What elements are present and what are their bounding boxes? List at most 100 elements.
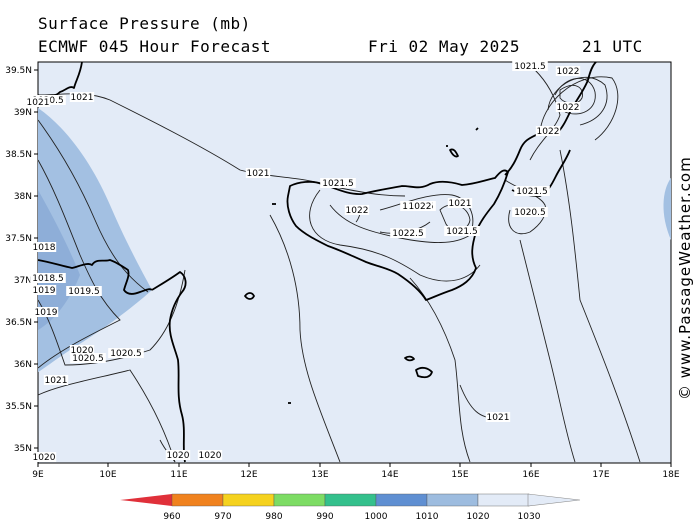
legend-swatch [222,493,275,507]
isobar-label: 1020 [199,451,222,461]
lat-label: 37N [14,276,32,286]
isobar-label: 1022 [346,206,369,216]
isobar-label-background [43,375,69,385]
isobar-label: 1021 [71,93,94,103]
isobar-label-background [245,168,271,178]
lon-label: 17E [592,470,609,480]
isobar-label-background [30,273,66,283]
isobar-label: 1021 [27,98,50,108]
lon-label: 13E [311,470,328,480]
isobar-label: 1019 [33,286,56,296]
lon-label: 10E [99,470,116,480]
isobar-label: 1019 [35,308,58,318]
map-title: Surface Pressure (mb) [38,14,251,33]
legend-swatch [477,493,530,507]
isobar-label: 1022 [537,127,560,137]
lat-label: 37.5N [5,234,32,244]
lon-label: 11E [170,470,187,480]
isobar-label-background [407,201,433,211]
forecast-time: 21 UTC [582,37,643,56]
lon-label: 9E [32,470,44,480]
legend-low-arrow [120,494,172,506]
isobar-label-background [447,198,473,208]
isobar-label: 1021.5 [516,187,548,197]
isobar-label-background [444,226,480,236]
isobar-label-background [514,186,550,196]
axis-ticks [34,69,672,467]
isobar-label: 1021 [45,376,68,386]
isobar-label: 1020.5 [514,208,546,218]
isobar-label-background [31,452,57,462]
legend-value-label: 1020 [467,512,490,522]
isobar-label-background [69,92,95,102]
isobar-label-background [555,102,581,112]
isobar-label-background [555,66,581,76]
isobar-label: 1020 [167,451,190,461]
legend-value-label: 1030 [518,512,541,522]
legend-swatch [273,493,326,507]
legend-value-label: 990 [316,512,333,522]
legend-swatch [426,493,479,507]
isobar-label: 1021.5 [322,179,354,189]
isobar-label-background [390,228,426,238]
isobar-label: 1021 [449,199,472,209]
isobar-label: 1020 [33,453,56,463]
isobar-label: 1022 [409,202,432,212]
isobar-label: 1020.5 [72,354,104,364]
lon-label: 18E [662,470,679,480]
legend-swatches [171,493,530,507]
lat-label: 35.5N [5,402,32,412]
isobar-labels: 1021.5 1022 1021 1020.5 1021 1021.5 1022 1022.5… [25,61,581,463]
isobar-label-background [25,97,51,107]
isobar-label-background [512,61,548,71]
credit-container: © www.PassageWeather.com [676,156,700,424]
isobar-label: 1021.5 [514,62,546,72]
isobar-label: 1022 [557,67,580,77]
isobar-label: 1022.5 [392,229,424,239]
isobar-label-background [69,345,95,355]
isobar-label-background [512,207,548,217]
isobar-label-background [31,242,57,252]
lat-label: 36N [14,360,32,370]
legend-value-label: 960 [163,512,180,522]
isobar-label-background [31,285,57,295]
map-frame [37,61,672,464]
longitude-labels: 9E 10E 11E 12E 13E 14E 15E 16E 17E 18E [32,470,680,480]
isobar-label-background [33,307,59,317]
lat-label: 35N [14,444,32,454]
lat-label: 39.5N [5,66,32,76]
legend-value-label: 1000 [365,512,388,522]
isobar-label-background [535,126,561,136]
isobar-label: 1020.5 [110,349,142,359]
lon-label: 16E [522,470,539,480]
isobar-label: 1019.5 [68,287,100,297]
lon-label: 12E [240,470,257,480]
legend-value-label: 970 [214,512,231,522]
east-edge-shading [663,178,671,240]
isobar-label-background [165,450,191,460]
forecast-date: Fri 02 May 2025 [368,37,520,56]
isobar-label: 1021.5 [446,227,478,237]
legend-labels: 960 970 980 990 1000 1010 1020 1030 [163,512,540,522]
isobar-label-background [320,178,356,188]
isobar-label: 1021 [487,413,510,423]
legend-value-label: 1010 [416,512,439,522]
legend-high-arrow [527,493,581,507]
legend: 960 970 980 990 1000 1010 1020 1030 [120,493,581,522]
isobar-label-background [70,353,106,363]
isobar-label-background [197,450,223,460]
isobar-label-background [66,286,102,296]
lat-label: 39N [14,108,32,118]
isobar-label: 1018 [33,243,56,253]
lon-label: 14E [381,470,398,480]
isobar-label: 1021 [247,169,270,179]
legend-value-label: 980 [265,512,282,522]
isobar-label: 1018.5 [32,274,64,284]
legend-swatch [324,493,377,507]
isobar-label: 1022 [557,103,580,113]
isobar-label-background [344,205,370,215]
forecast-model: ECMWF 045 Hour Forecast [38,37,272,56]
site-credit: © www.PassageWeather.com [676,156,694,400]
latitude-labels: 39.5N 39N 38.5N 38N 37.5N 37N 36.5N 36N … [5,66,32,454]
